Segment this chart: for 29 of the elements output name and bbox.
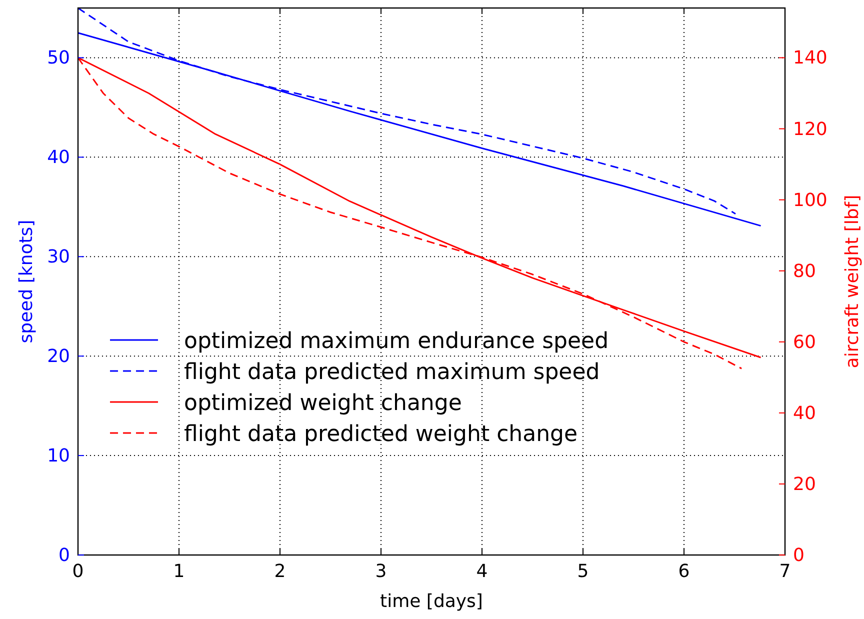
x-tick-label: 1 [173,561,185,582]
y-axis-title: speed [knots] [16,220,37,344]
x-tick-label: 5 [577,561,589,582]
x-tick-label: 6 [678,561,690,582]
y2-tick-label: 40 [793,402,816,424]
x-tick-label: 0 [72,561,84,582]
y2-axis-title: aircraft weight [lbf] [842,194,863,368]
y-tick-label: 0 [58,545,70,566]
x-tick-label: 7 [779,561,791,582]
y2-tick-label: 140 [793,48,828,69]
y2-tick-label: 120 [793,118,828,140]
x-tick-label: 4 [476,561,488,582]
y-tick-label: 40 [47,147,70,168]
y2-tick-label: 20 [793,474,816,495]
y2-tick-label: 0 [793,545,804,566]
x-tick-label: 2 [274,561,286,582]
y-tick-label: 30 [47,246,70,268]
y-tick-label: 50 [47,48,70,69]
legend-label: optimized weight change [184,391,462,416]
y2-tick-label: 100 [793,190,828,211]
x-tick-label: 3 [375,561,387,582]
y-tick-label: 20 [47,346,70,368]
legend-label: optimized maximum endurance speed [184,329,609,354]
y2-tick-label: 80 [793,260,816,282]
x-axis-title: time [days] [380,591,483,612]
y2-tick-label: 60 [793,332,816,353]
legend-label: flight data predicted maximum speed [184,360,600,385]
legend-label: flight data predicted weight change [184,422,578,447]
y-tick-label: 10 [47,446,70,467]
